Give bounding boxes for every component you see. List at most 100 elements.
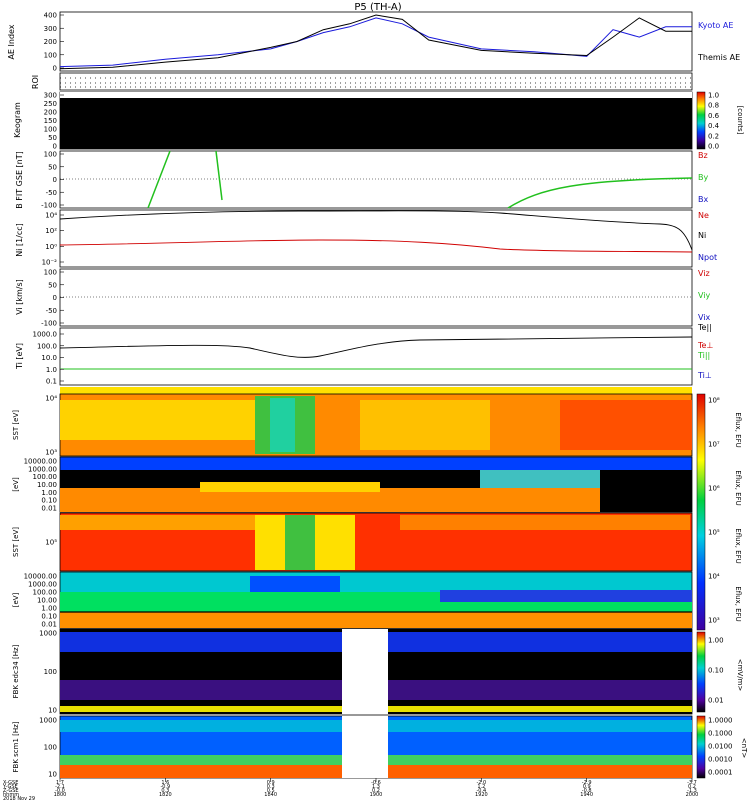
y-tick-label: 200 (44, 109, 57, 117)
fbk-b-colorbar (696, 715, 706, 779)
legend-ti-par: Ti|| (697, 351, 710, 360)
y-tick-label: 1000.0 (33, 331, 58, 339)
y-tick-label: 0.1 (46, 378, 57, 386)
y-tick-label: 400 (44, 12, 57, 20)
efu-cbar-tick: 10⁵ (708, 529, 720, 537)
y-tick-label: 1.0 (46, 366, 57, 374)
legend-ti-perp: Ti⊥ (697, 371, 712, 380)
ti-line (59, 336, 693, 358)
hhmm-tick: 2000 (686, 792, 699, 798)
z-gse-tick: 0.3 (161, 788, 169, 794)
x-row-label: Z-GSE (3, 788, 19, 794)
x-row-label: 2018 Nov 29 (3, 796, 35, 800)
z-gse-tick: -0.8 (582, 788, 592, 794)
spectrogram-ylabel: [eV] (12, 477, 20, 492)
keogram-cbar-tick: 0.8 (708, 102, 719, 110)
fbk-b-cbar-tick: 0.0001 (708, 769, 733, 777)
vi-panel: Vi [km/s] 100 50 0 -50 -100 Viz Viy Vix (15, 269, 711, 328)
y-gse-tick: 0.3 (267, 784, 275, 790)
fbk-b-cbar-tick: 1.0000 (708, 717, 733, 725)
hhmm-tick: 1900 (370, 792, 383, 798)
y-tick-label: 50 (48, 163, 57, 171)
y-tick-label: 0.10 (41, 497, 57, 505)
y-gse-tick: 1.2 (477, 784, 485, 790)
b-fit-panel: B FIT GSE [nT] 100 50 0 -50 -100 Bz By Bx (15, 151, 708, 210)
y-tick-label: 150 (44, 117, 57, 125)
legend-te-par: Te|| (697, 323, 712, 332)
keogram-cbar-tick: 1.0 (708, 92, 719, 100)
legend-viz: Viz (698, 269, 710, 278)
y-gse-tick: -0.9 (160, 784, 170, 790)
y-tick-label: 100 (44, 668, 57, 676)
data-gap (342, 629, 388, 714)
legend-bz: Bz (698, 151, 708, 160)
ae-index-panel: AE Index 400 300 200 100 0 Kyoto AE Themis A… (7, 12, 740, 73)
legend-npot: Npot (698, 253, 717, 262)
y-tick-label: 0.10 (41, 613, 57, 621)
legend-bx: Bx (698, 195, 708, 204)
y-tick-label: 10.00 (37, 481, 57, 489)
y-tick-label: -100 (41, 320, 57, 328)
y-tick-label: 10⁰ (45, 243, 57, 251)
y-tick-label: 0.01 (41, 621, 57, 629)
themis-ae-line (59, 14, 692, 70)
y-tick-label: 10 (48, 771, 57, 779)
roi-ylabel: ROI (31, 75, 40, 89)
spectrogram-ylabel: [eV] (12, 592, 20, 607)
y-tick-label: 100 (44, 269, 57, 277)
ni-line (59, 210, 693, 251)
fbk-e-cbar-label: <mV/m> (736, 659, 744, 692)
y-tick-label: 100 (44, 744, 57, 752)
spectrogram-ylabel: FBK edc34 [Hz] (12, 644, 20, 698)
efu-cbar-tick: 10³ (708, 617, 720, 625)
y-tick-label: 100.00 (33, 589, 58, 597)
y-gse-tick: -2.1 (55, 784, 65, 790)
efu-cbar-label: Eflux, EFU (734, 528, 742, 563)
y-tick-label: 1000 (39, 717, 57, 725)
z-gse-tick: -0.0 (55, 788, 65, 794)
legend-te-perp: Te⊥ (697, 341, 713, 350)
keogram-cbar-tick: 0.4 (708, 122, 720, 130)
ae-ylabel: AE Index (7, 24, 16, 59)
efu-cbar-label: Eflux, EFU (734, 470, 742, 505)
hhmm-tick: 1840 (264, 792, 277, 798)
y-tick-label: -100 (41, 202, 57, 210)
keogram-cbar-tick: 0.6 (708, 112, 720, 120)
y-tick-label: 0 (53, 65, 57, 73)
spectrogram-stack: SST [eV]10⁴10³[eV]10000.001000.00100.001… (12, 387, 748, 779)
x-gse-tick: 0.9 (267, 780, 275, 786)
x-row-label: X-GSE (3, 780, 18, 786)
y-tick-label: 300 (44, 25, 57, 33)
keogram-cbar-tick: 0.2 (708, 132, 719, 140)
fbk-b-cbar-tick: 0.0010 (708, 756, 733, 764)
x-row-label: hhmm (3, 792, 19, 798)
fbk-b-cbar-tick: 0.1000 (708, 730, 733, 738)
ni-ylabel: Ni [1/cc] (15, 223, 24, 257)
y-tick-label: 1.00 (41, 489, 57, 497)
y-tick-label: 0.01 (41, 505, 57, 513)
efu-cbar-tick: 10⁶ (708, 485, 720, 493)
x-gse-tick: -2.0 (476, 780, 486, 786)
legend-vix: Vix (698, 313, 711, 322)
fbk-b-cbar-tick: 0.0100 (708, 743, 733, 751)
spectrogram-ylabel: SST [eV] (12, 410, 20, 440)
eflux-colorbar (696, 393, 706, 631)
ni-panel: Ni [1/cc] 10⁴ 10² 10⁰ 10⁻² Ne Ni Npot (15, 209, 717, 268)
y-tick-label: 1000.00 (28, 581, 57, 589)
y-tick-label: 10000.00 (24, 458, 57, 466)
y-tick-label: 50 (48, 281, 57, 289)
keogram-ylabel: Keogram (13, 102, 22, 138)
y-tick-label: 10.0 (41, 354, 57, 362)
vi-ylabel: Vi [km/s] (15, 279, 24, 315)
fbk-b-cbar-label: <nT> (740, 738, 748, 759)
y-gse-tick: 0.2 (688, 784, 696, 790)
efu-cbar-tick: 10⁷ (708, 441, 720, 449)
data-gap (342, 716, 388, 778)
spectrogram-ylabel: SST [eV] (12, 527, 20, 557)
legend-kyoto-ae: Kyoto AE (698, 21, 733, 30)
fbk-e-cbar-tick: 1.00 (708, 637, 724, 645)
y-tick-label: 10 (48, 707, 57, 715)
x-gse-tick: 1.6 (161, 780, 169, 786)
